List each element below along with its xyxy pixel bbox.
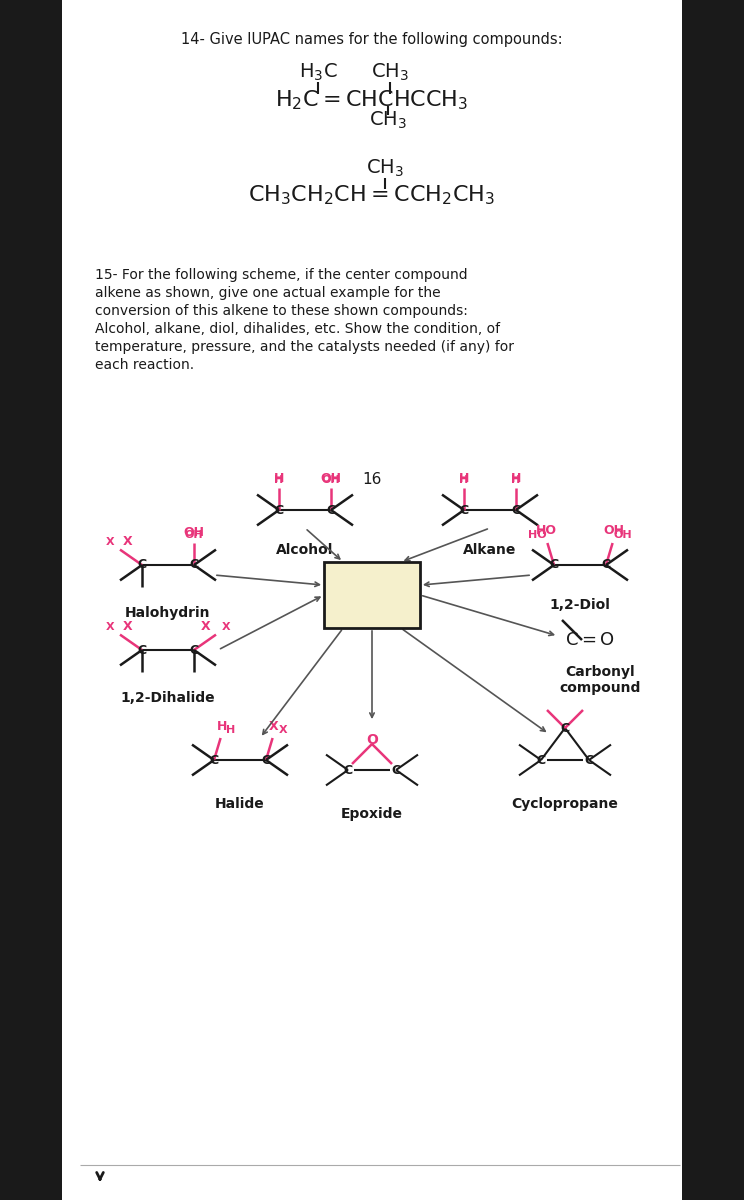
Text: $\mathsf{CH_3CH_2CH{=}CCH_2CH_3}$: $\mathsf{CH_3CH_2CH{=}CCH_2CH_3}$ — [248, 184, 496, 206]
Text: conversion of this alkene to these shown compounds:: conversion of this alkene to these shown… — [95, 304, 468, 318]
Text: C: C — [210, 754, 219, 767]
Text: $\mathsf{CH_3}$: $\mathsf{CH_3}$ — [366, 157, 404, 179]
Text: 15- For the following scheme, if the center compound: 15- For the following scheme, if the cen… — [95, 268, 468, 282]
Bar — [0, 0, 62, 1200]
Text: Epoxide: Epoxide — [341, 806, 403, 821]
Text: C: C — [344, 763, 353, 776]
Text: HO: HO — [536, 524, 557, 538]
Text: H: H — [226, 725, 235, 734]
Text: $\mathsf{C{=}O}$: $\mathsf{C{=}O}$ — [565, 631, 615, 649]
Text: Alcohol: Alcohol — [276, 542, 334, 557]
Text: H: H — [511, 472, 522, 485]
Text: 16: 16 — [362, 473, 382, 487]
Text: OH: OH — [185, 530, 203, 540]
Text: H: H — [275, 475, 283, 485]
Text: C: C — [585, 754, 594, 767]
Bar — [324, 562, 420, 628]
Text: $\mathsf{C{=}C}$: $\mathsf{C{=}C}$ — [348, 578, 396, 596]
Text: Halide: Halide — [215, 797, 265, 811]
Text: X: X — [106, 622, 115, 631]
Text: Carbonyl: Carbonyl — [565, 665, 635, 679]
Text: C: C — [261, 754, 271, 767]
Text: C: C — [190, 643, 199, 656]
Text: C: C — [601, 558, 611, 571]
Text: OH: OH — [321, 475, 340, 485]
Text: H: H — [459, 472, 469, 485]
Text: X: X — [278, 725, 287, 734]
Text: OH: OH — [184, 527, 205, 540]
Text: temperature, pressure, and the catalysts needed (if any) for: temperature, pressure, and the catalysts… — [95, 340, 514, 354]
Text: OH: OH — [603, 524, 624, 538]
Text: C: C — [190, 558, 199, 571]
Text: Alkene: Alkene — [345, 606, 399, 620]
Text: C: C — [536, 754, 545, 767]
Text: 1,2-Dihalide: 1,2-Dihalide — [121, 691, 215, 704]
Text: C: C — [549, 558, 559, 571]
Text: $\mathsf{H_2C{=}CHCHCCH_3}$: $\mathsf{H_2C{=}CHCHCCH_3}$ — [275, 89, 469, 112]
Text: H: H — [459, 475, 469, 485]
Text: X: X — [124, 535, 133, 548]
Text: $\mathsf{CH_3}$: $\mathsf{CH_3}$ — [371, 61, 409, 83]
Text: 1,2-Diol: 1,2-Diol — [550, 598, 610, 612]
Text: Alkane: Alkane — [464, 542, 516, 557]
Text: H: H — [274, 472, 284, 485]
Text: C: C — [327, 504, 336, 516]
Text: O: O — [366, 733, 378, 746]
Text: alkene as shown, give one actual example for the: alkene as shown, give one actual example… — [95, 286, 440, 300]
Bar — [682, 0, 744, 1200]
Text: OH: OH — [321, 472, 341, 485]
Text: X: X — [222, 622, 231, 631]
Text: C: C — [138, 558, 147, 571]
Text: C: C — [138, 643, 147, 656]
Text: H: H — [217, 720, 227, 732]
Text: Cyclopropane: Cyclopropane — [512, 797, 618, 811]
Text: X: X — [269, 720, 279, 732]
Text: X: X — [201, 620, 211, 634]
Text: C: C — [560, 721, 570, 734]
Text: each reaction.: each reaction. — [95, 358, 194, 372]
Text: X: X — [124, 620, 133, 634]
Text: $\mathsf{CH_3}$: $\mathsf{CH_3}$ — [369, 109, 407, 131]
Text: $\mathsf{H_3C}$: $\mathsf{H_3C}$ — [298, 61, 337, 83]
Text: C: C — [511, 504, 521, 516]
Text: X: X — [106, 536, 115, 547]
Text: H: H — [511, 475, 521, 485]
Text: C: C — [275, 504, 283, 516]
Text: HO: HO — [528, 530, 547, 540]
Text: Alcohol, alkane, diol, dihalides, etc. Show the condition, of: Alcohol, alkane, diol, dihalides, etc. S… — [95, 322, 500, 336]
Text: C: C — [391, 763, 400, 776]
Text: compound: compound — [559, 680, 641, 695]
Text: 14- Give IUPAC names for the following compounds:: 14- Give IUPAC names for the following c… — [182, 32, 562, 47]
Text: C: C — [460, 504, 469, 516]
Text: Halohydrin: Halohydrin — [125, 606, 211, 620]
Text: OH: OH — [613, 530, 632, 540]
